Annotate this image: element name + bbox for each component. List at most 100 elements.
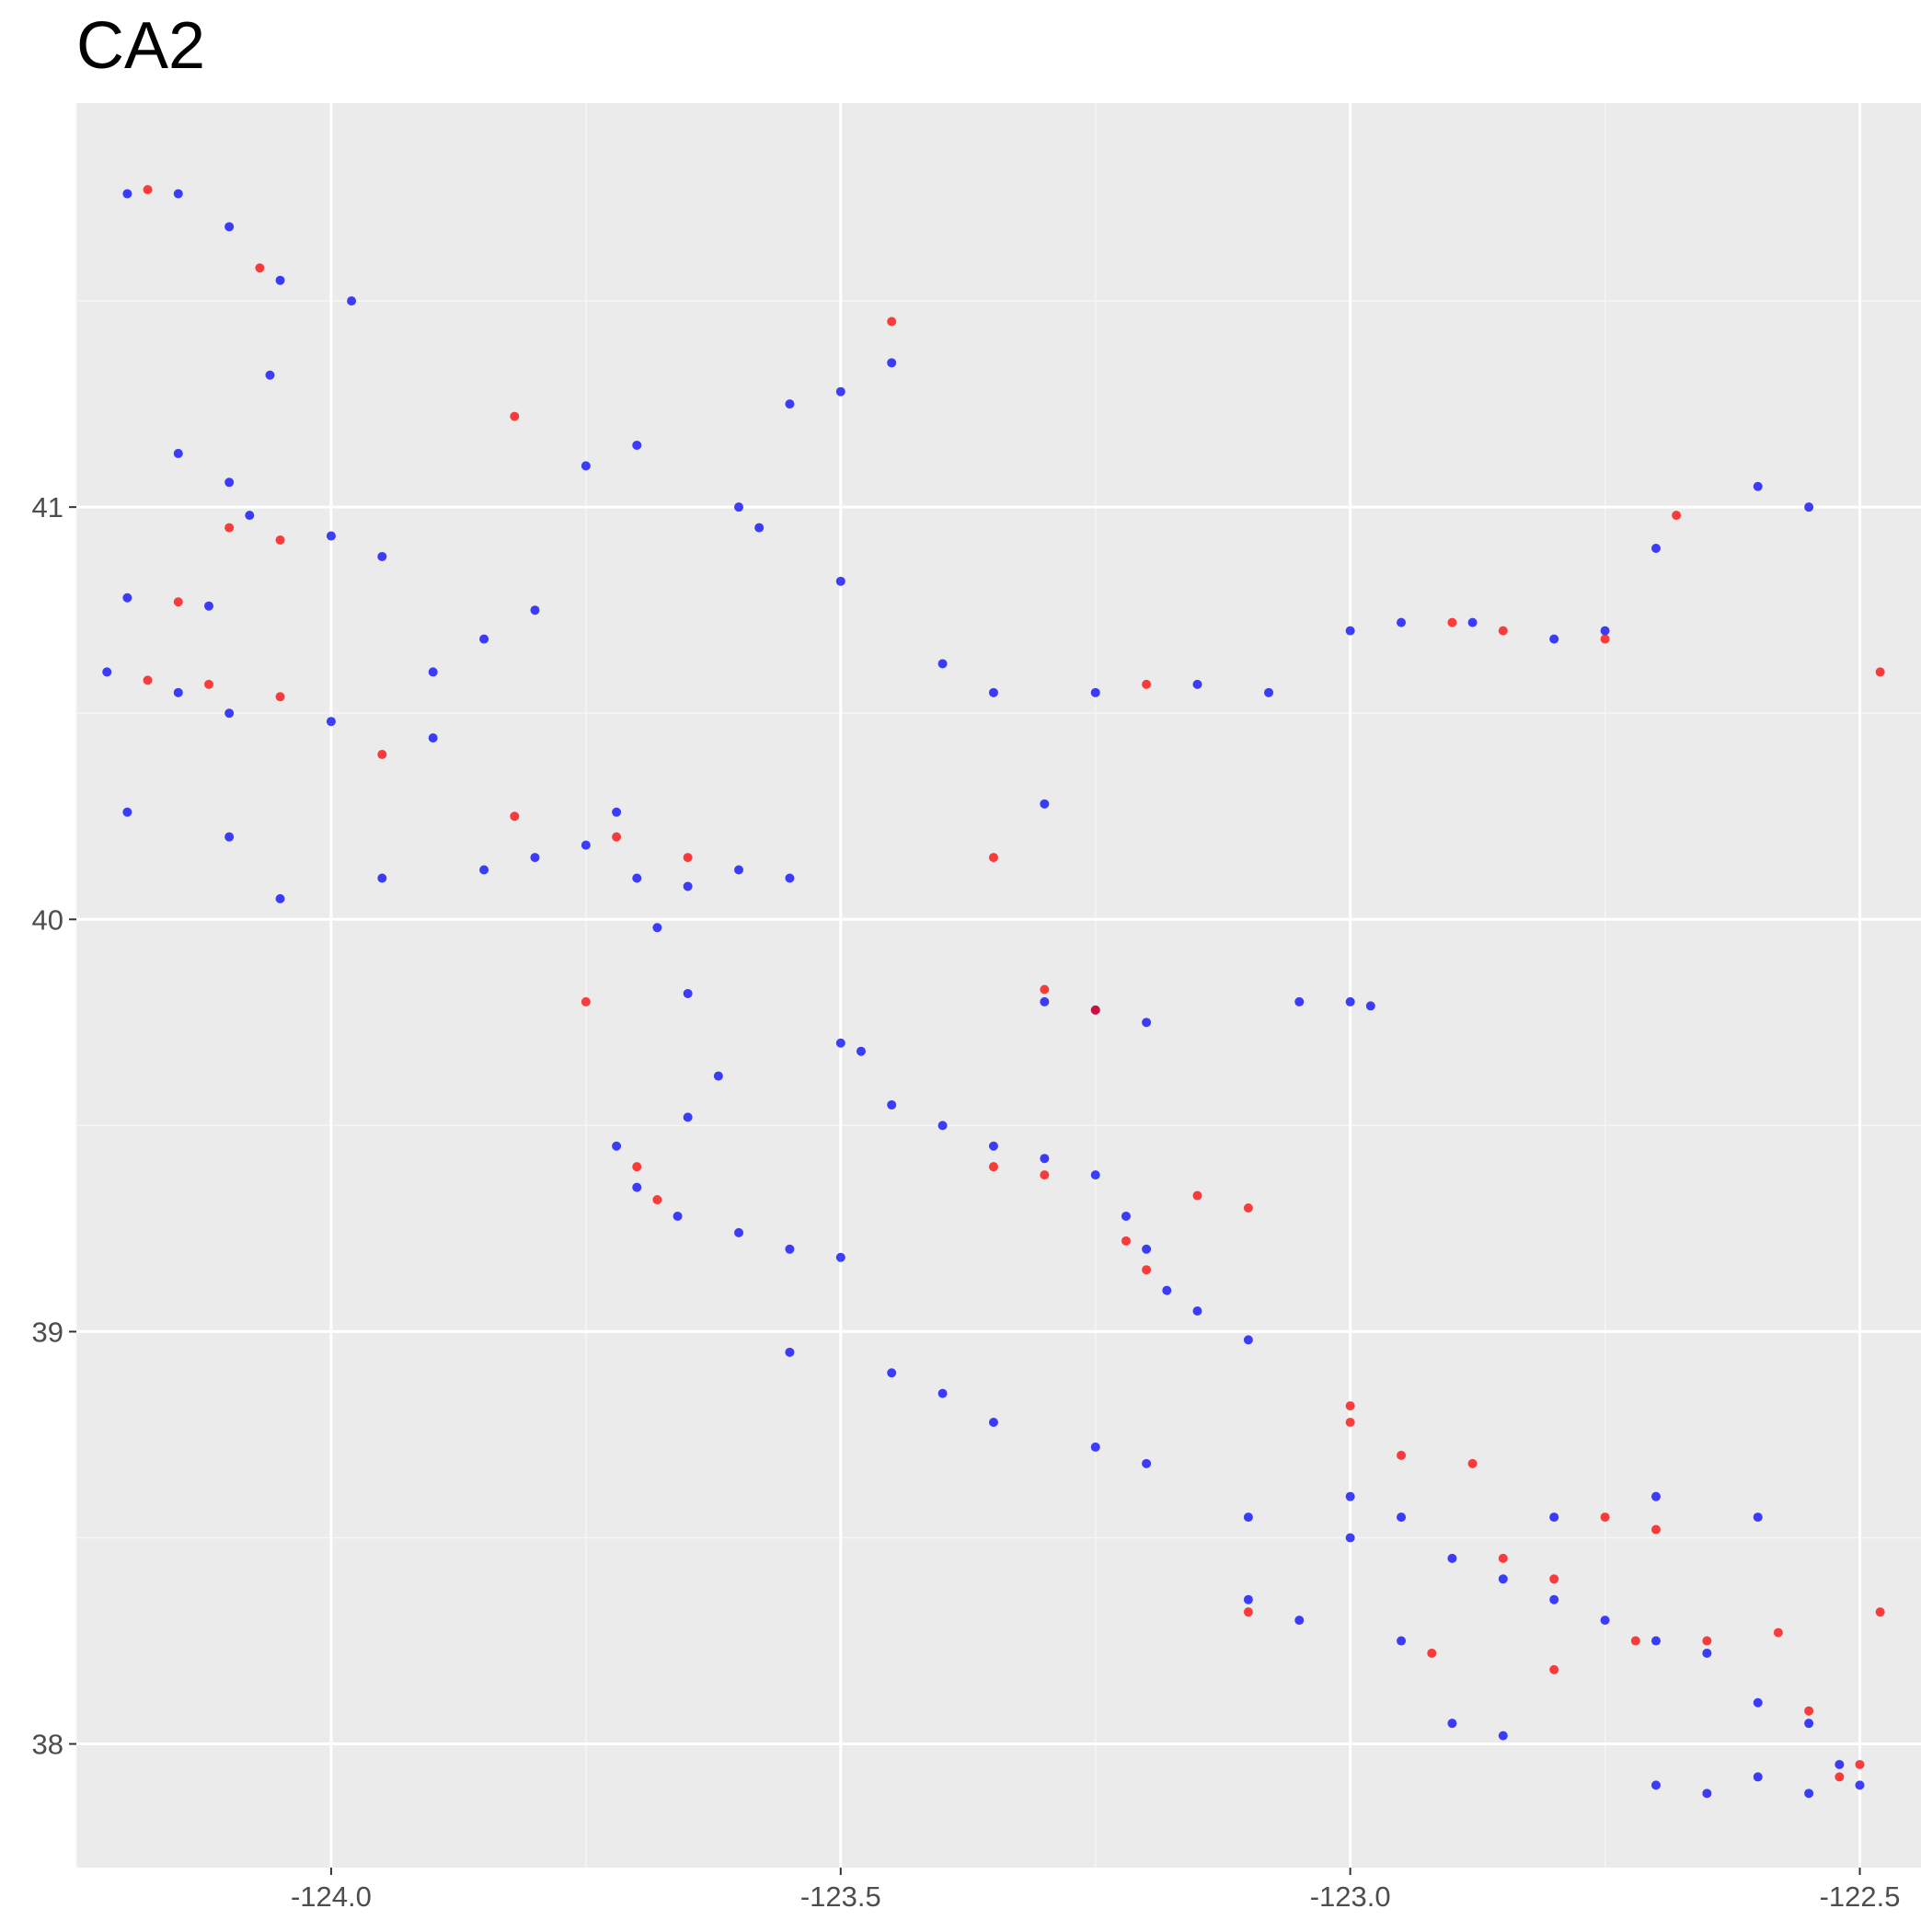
data-point (1142, 679, 1152, 689)
data-point (479, 634, 489, 644)
data-point (1498, 626, 1508, 636)
data-point (581, 840, 591, 850)
data-point (1600, 626, 1610, 636)
data-point (988, 687, 998, 697)
data-point (988, 853, 998, 863)
data-point (612, 807, 622, 817)
grid-major (76, 103, 1921, 1868)
data-point (275, 535, 285, 546)
data-point (1121, 1236, 1131, 1246)
data-point (1142, 1018, 1152, 1028)
data-point (632, 1182, 642, 1192)
data-point (652, 1195, 662, 1205)
data-point (1467, 617, 1478, 627)
data-point (673, 1211, 683, 1221)
data-point (1397, 1450, 1407, 1460)
data-point (1243, 1335, 1253, 1345)
data-point (1090, 1005, 1100, 1015)
data-point (530, 605, 540, 615)
data-point (224, 523, 235, 533)
data-point (1345, 1533, 1355, 1543)
data-point (1397, 1512, 1407, 1523)
data-point (988, 1141, 998, 1151)
data-point (275, 893, 285, 903)
data-point (1345, 1491, 1355, 1501)
data-point (1243, 1202, 1253, 1213)
y-axis: 38 39 40 41 (32, 491, 76, 1761)
data-point (1834, 1759, 1845, 1769)
data-point (1875, 667, 1885, 677)
data-point (275, 275, 285, 285)
data-point (1294, 996, 1305, 1006)
data-point (1650, 1491, 1661, 1501)
data-point (1773, 1627, 1783, 1638)
data-point (887, 1368, 897, 1378)
data-point (683, 881, 693, 891)
data-point (1040, 1170, 1050, 1180)
data-point (1855, 1759, 1865, 1769)
data-point (937, 659, 948, 669)
data-point (1600, 1616, 1610, 1626)
data-point (1397, 1636, 1407, 1646)
data-point (173, 687, 183, 697)
data-point (530, 853, 540, 863)
data-point (785, 399, 795, 409)
x-axis: -124.0 -123.5 -123.0 -122.5 (291, 1868, 1900, 1913)
chart-title: CA2 (76, 9, 206, 83)
data-point (1650, 1524, 1661, 1535)
data-point (835, 576, 845, 586)
data-point (1549, 1594, 1559, 1604)
data-point (377, 873, 387, 883)
data-point (1040, 996, 1050, 1006)
data-point (102, 667, 112, 677)
data-point (255, 263, 265, 273)
data-point (612, 1141, 622, 1151)
data-point (1702, 1648, 1712, 1658)
data-point (1753, 1772, 1763, 1782)
grid-minor (75, 103, 1921, 1868)
data-points (102, 185, 1885, 1799)
data-point (1804, 1706, 1814, 1716)
data-point (265, 370, 275, 380)
data-point (326, 717, 336, 727)
data-point (1650, 1780, 1661, 1790)
data-point (326, 531, 336, 541)
y-tick-label: 40 (32, 903, 63, 936)
data-point (1834, 1772, 1845, 1782)
data-point (1467, 1458, 1478, 1468)
data-point (632, 440, 642, 450)
data-point (1142, 1458, 1152, 1468)
data-point (785, 873, 795, 883)
data-point (1630, 1636, 1640, 1646)
data-point (683, 853, 693, 863)
data-point (173, 448, 183, 458)
data-point (785, 1347, 795, 1357)
y-tick-label: 41 (32, 491, 63, 523)
x-tick-label: -124.0 (291, 1880, 372, 1913)
data-point (1162, 1285, 1172, 1295)
data-point (734, 865, 744, 875)
data-point (713, 1071, 723, 1081)
y-tick-label: 39 (32, 1316, 63, 1348)
data-point (937, 1121, 948, 1131)
data-point (347, 296, 357, 306)
data-point (1650, 1636, 1661, 1646)
data-point (1804, 1788, 1814, 1799)
data-point (1243, 1607, 1253, 1617)
data-point (683, 1112, 693, 1122)
data-point (1549, 634, 1559, 644)
data-point (1447, 1719, 1457, 1729)
data-point (887, 316, 897, 327)
data-point (988, 1418, 998, 1428)
data-point (1672, 511, 1682, 521)
data-point (1498, 1553, 1508, 1563)
data-point (1040, 1154, 1050, 1164)
data-point (581, 461, 591, 471)
data-point (428, 733, 438, 743)
data-point (204, 601, 214, 611)
data-point (1498, 1574, 1508, 1584)
data-point (988, 1162, 998, 1172)
data-point (1192, 679, 1202, 689)
data-point (1549, 1512, 1559, 1523)
data-point (1498, 1731, 1508, 1741)
